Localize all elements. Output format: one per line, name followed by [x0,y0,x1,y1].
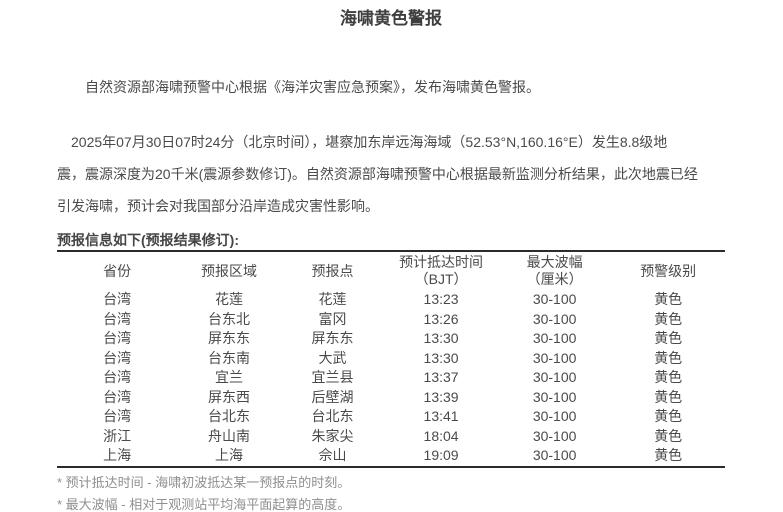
footnote-max-amplitude: * 最大波幅 - 相对于观测站平均海平面起算的高度。 [57,496,351,512]
header-forecast-point: 预报点 [281,251,385,290]
header-warning-level: 预警级别 [611,251,725,290]
footnote-arrival-time: * 预计抵达时间 - 海啸初波抵达某一预报点的时刻。 [57,474,351,490]
table-cell: 黄色 [654,408,683,424]
header-province: 省份 [57,251,177,290]
table-cell: 30-100 [532,427,577,444]
table-cell: 19:09 [423,447,459,463]
table-cell: 30-100 [532,291,577,307]
table-cell: 台湾 [103,291,132,307]
header-text: 预计抵达时间 [399,254,484,270]
table-row: 上海 上海 佘山 19:09 30-100 黄色 [57,446,725,467]
table-cell: 宜兰 [215,369,243,385]
table-cell: 台湾 [103,349,132,366]
table-row: 浙江 舟山南 朱家尖 18:04 30-100 黄色 [57,427,725,447]
table-cell: 黄色 [654,427,683,444]
header-max-amplitude: 最大波幅 （厘米） [498,251,612,290]
header-text: （BJT） [414,271,468,287]
table-cell: 台湾 [103,310,132,327]
table-cell: 30-100 [532,447,577,463]
table-cell: 30-100 [532,330,577,346]
header-forecast-area: 预报区域 [177,251,281,290]
table-cell: 30-100 [532,408,577,424]
table-cell: 30-100 [532,369,577,385]
table-cell: 花莲 [318,291,347,307]
table-cell: 浙江 [103,427,132,444]
header-text: 最大波幅 [526,254,583,270]
header-text: 省份 [103,262,132,279]
table-cell: 黄色 [654,349,683,366]
table-cell: 30-100 [532,310,577,327]
table-cell: 台湾 [103,330,132,346]
table-cell: 屏东东 [208,330,250,346]
table-cell: 13:23 [423,291,459,307]
table-cell: 13:41 [423,408,459,424]
table-cell: 舟山南 [208,427,250,444]
table-row: 台湾 台东南 大武 13:30 30-100 黄色 [57,349,725,369]
table-cell: 黄色 [654,310,683,327]
table-cell: 30-100 [532,349,577,366]
table-cell: 大武 [318,349,347,366]
table-cell: 屏东西 [208,388,250,405]
table-cell: 朱家尖 [311,427,354,444]
table-row: 台湾 花莲 花莲 13:23 30-100 黄色 [57,290,725,310]
issuance-paragraph: 自然资源部海啸预警中心根据《海洋灾害应急预案》，发布海啸黄色警报。 [85,79,540,95]
table-cell: 台湾 [103,388,132,405]
table-row: 台湾 屏东西 后壁湖 13:39 30-100 黄色 [57,388,725,408]
table-cell: 13:30 [423,330,459,346]
paragraph-line: 震，震源深度为20千米(震源参数修订)。自然资源部海啸预警中心根据最新监测分析结… [57,166,698,182]
earthquake-details-paragraph: 2025年07月30日07时24分（北京时间），堪察加东岸远海海域（52.53°… [57,126,725,222]
table-cell: 黄色 [654,447,683,463]
paragraph-line: 2025年07月30日07时24分（北京时间），堪察加东岸远海海域（52.53°… [71,134,668,150]
table-row: 台湾 台东北 富冈 13:26 30-100 黄色 [57,310,725,330]
table-cell: 宜兰县 [311,369,354,385]
header-text: 预报点 [311,262,354,279]
table-cell: 13:30 [423,349,459,366]
table-cell: 花莲 [215,291,243,307]
header-text: 预报区域 [201,262,257,279]
table-cell: 上海 [215,447,243,463]
table-cell: 台湾 [103,408,132,424]
table-row: 台湾 屏东东 屏东东 13:30 30-100 黄色 [57,329,725,349]
table-cell: 黄色 [654,369,683,385]
table-cell: 台北东 [311,408,354,424]
table-cell: 上海 [103,447,132,463]
page-title: 海啸黄色警报 [340,9,442,28]
table-cell: 13:37 [423,369,459,385]
table-cell: 屏东东 [311,330,354,346]
table-cell: 佘山 [318,447,347,463]
table-cell: 后壁湖 [311,388,354,405]
table-cell: 13:26 [423,310,459,327]
header-text: （厘米） [526,271,583,287]
table-cell: 18:04 [423,427,459,444]
table-cell: 13:39 [423,388,459,405]
table-cell: 富冈 [318,310,347,327]
header-text: 预警级别 [640,262,697,279]
forecast-table: 省份 预报区域 预报点 预计抵达时间 （BJT） 最大波幅 （厘米） 预警级别 [57,250,725,468]
forecast-table-label: 预报信息如下(预报结果修订): [57,232,239,248]
footnotes: * 预计抵达时间 - 海啸初波抵达某一预报点的时刻。 * 最大波幅 - 相对于观… [57,475,725,512]
table-cell: 台东南 [208,349,250,366]
forecast-table-body: 台湾 花莲 花莲 13:23 30-100 黄色 台湾 台东北 富冈 13:26 30-100 黄色台… [57,290,725,467]
header-arrival-time: 预计抵达时间 （BJT） [384,251,498,290]
paragraph-line: 引发海啸，预计会对我国部分沿岸造成灾害性影响。 [57,198,379,214]
table-cell: 黄色 [654,330,683,346]
table-cell: 台北东 [208,408,250,424]
table-row: 台湾 宜兰 宜兰县 13:37 30-100 黄色 [57,368,725,388]
table-cell: 台东北 [208,310,250,327]
forecast-table-header: 省份 预报区域 预报点 预计抵达时间 （BJT） 最大波幅 （厘米） 预警级别 [57,251,725,290]
table-cell: 台湾 [103,369,132,385]
table-cell: 黄色 [654,291,683,307]
table-cell: 30-100 [532,388,577,405]
table-row: 台湾 台北东 台北东 13:41 30-100 黄色 [57,407,725,427]
table-cell: 黄色 [654,388,683,405]
